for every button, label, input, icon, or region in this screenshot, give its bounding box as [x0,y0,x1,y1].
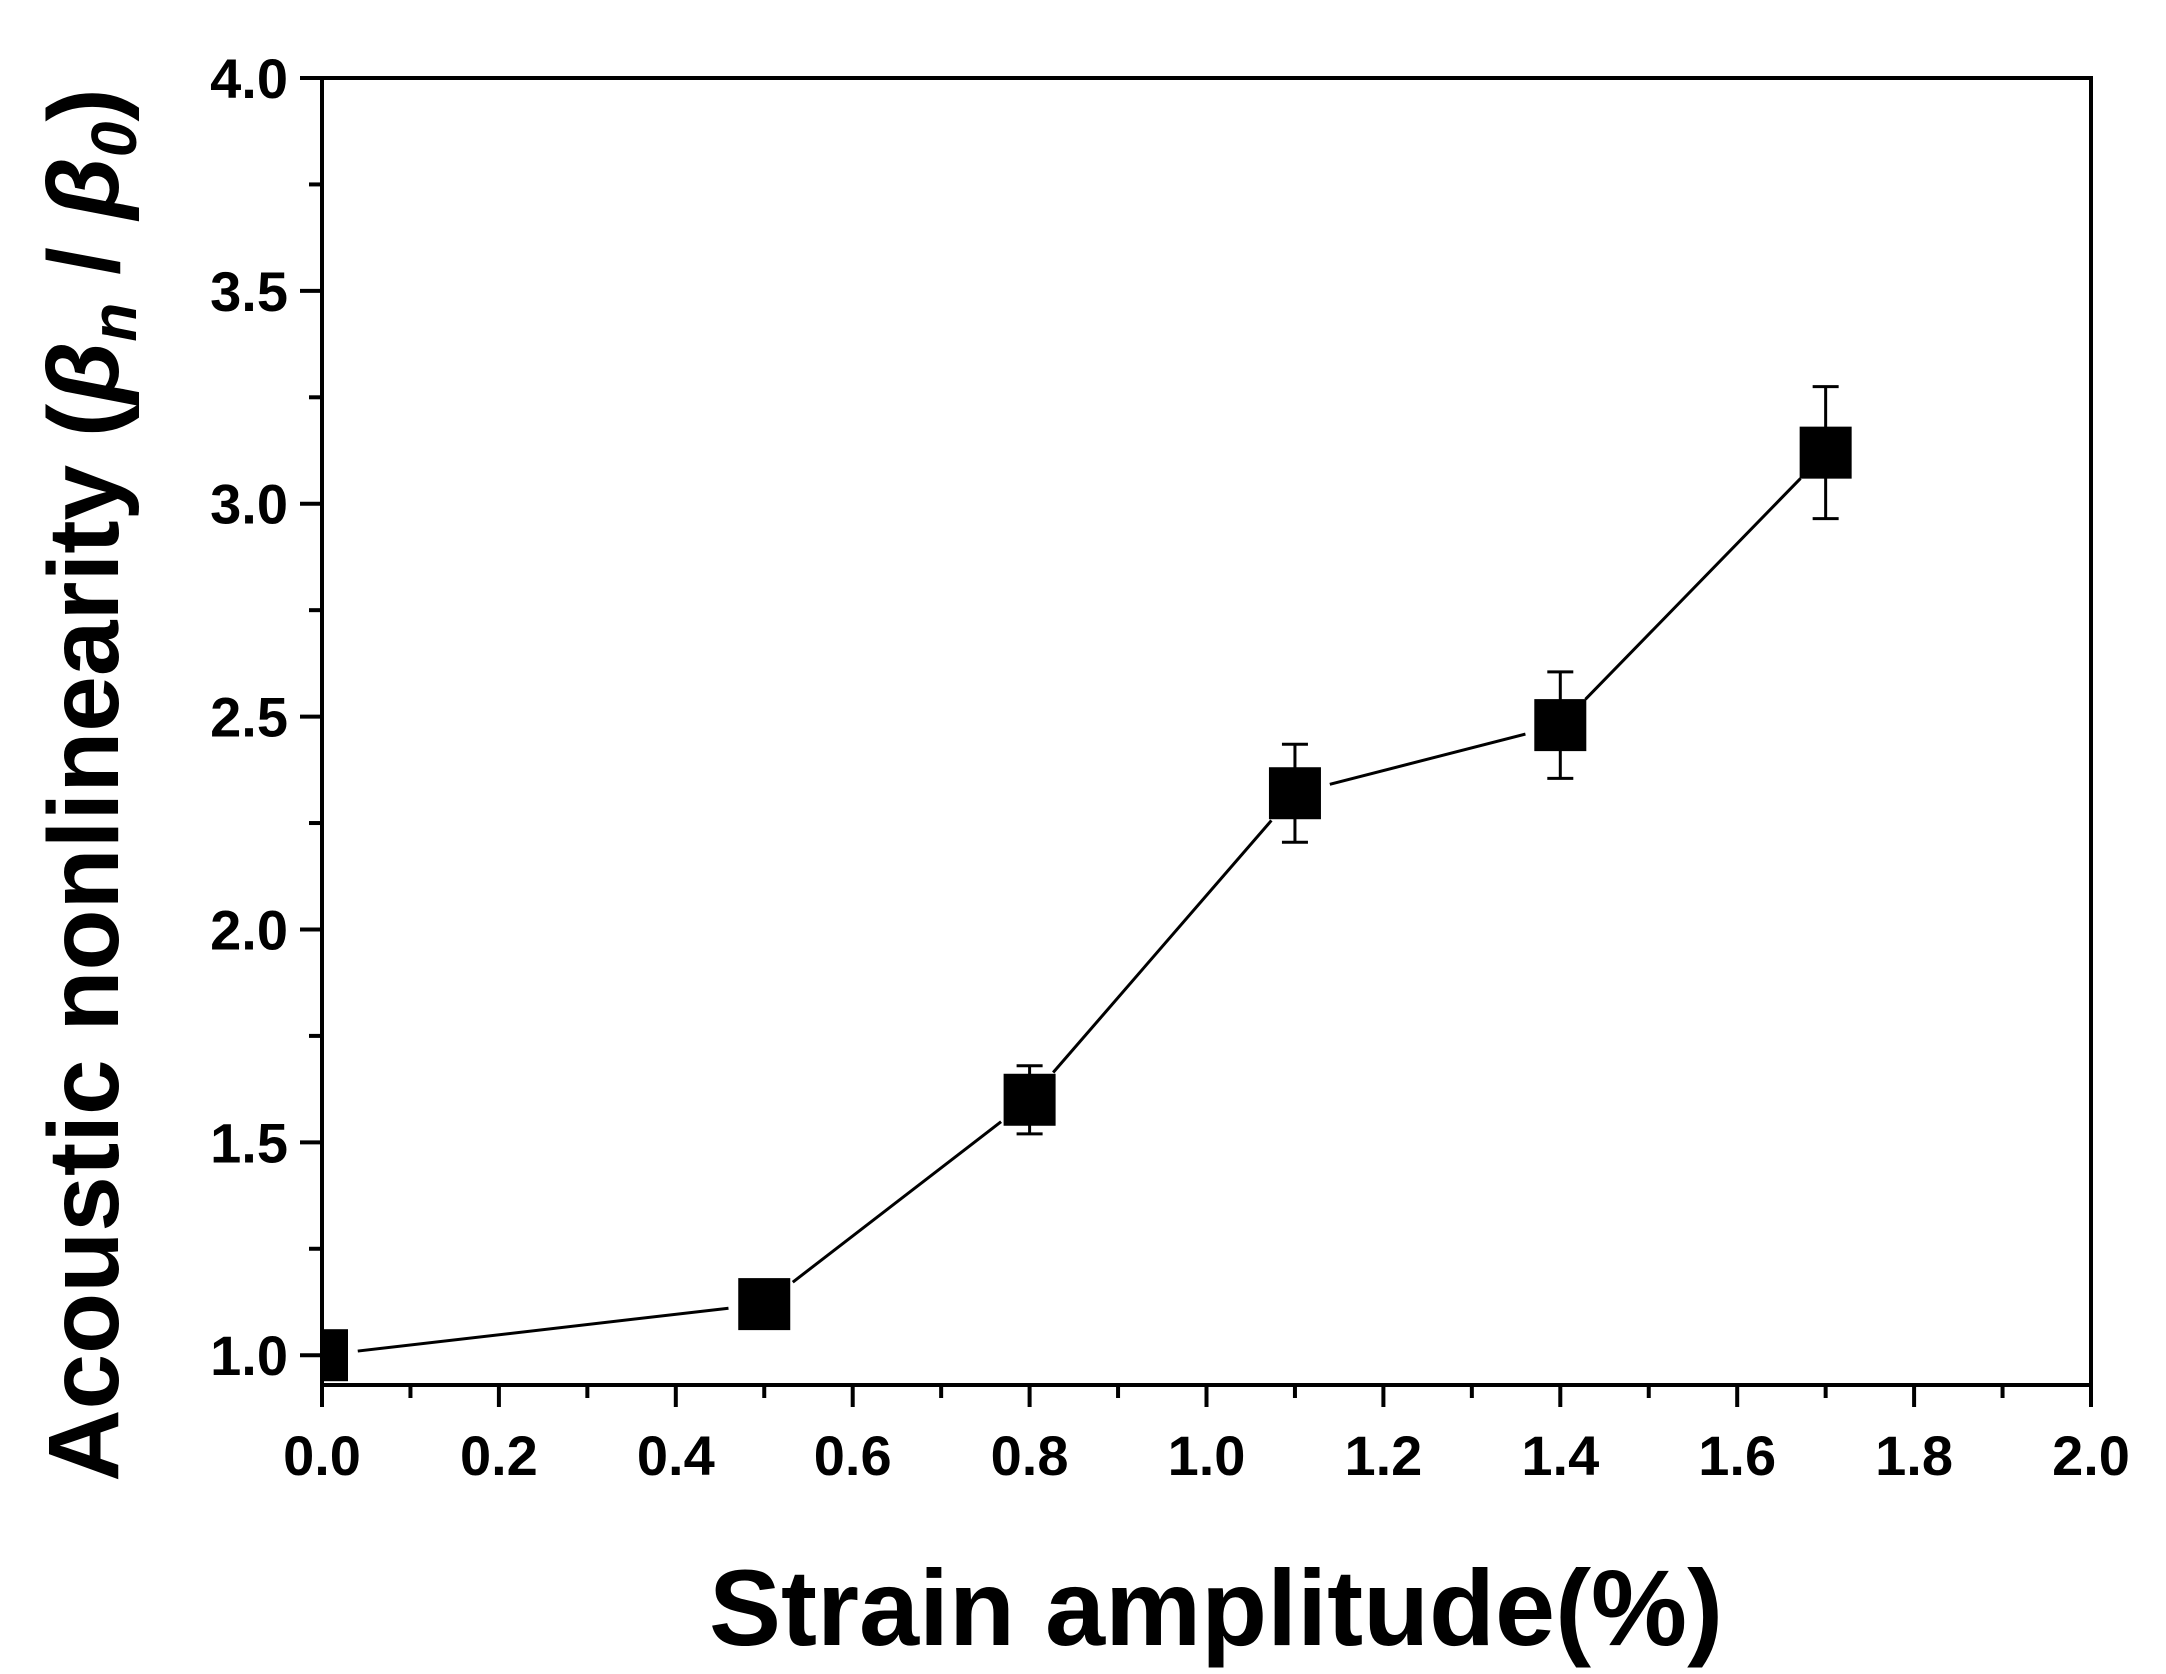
y-tick-label: 1.5 [210,1111,288,1174]
y-axis-title-slash: / [28,219,140,302]
series-line-segment [357,1306,729,1353]
x-tick-label: 1.2 [1344,1424,1422,1487]
data-point [1534,699,1587,752]
series-line-segment [1584,477,1802,701]
x-tick-label: 0.0 [283,1424,361,1487]
x-tick-label: 0.6 [814,1424,892,1487]
axis-layer: 0.0 0.2 0.4 0.6 0.8 1.0 1.2 1.4 1.6 1.8 2.0 1.0 1.5 2… [210,47,2130,1487]
y-tick-label: 2.5 [210,686,288,749]
data-point [1003,1073,1056,1126]
series-line-segment [1329,732,1526,786]
data-point [738,1278,791,1331]
y-axis-title-suffix: ) [28,88,140,121]
x-tick-label: 0.2 [460,1424,538,1487]
y-tick-label: 1.0 [210,1324,288,1387]
data-point [322,1329,348,1382]
y-tick-label: 3.0 [210,473,288,536]
plot-layer [322,385,1852,1382]
y-tick-label: 2.0 [210,898,288,961]
y-tick-label: 4.0 [210,47,288,110]
data-point [1799,426,1852,479]
series-line-segment [1052,819,1273,1074]
y-axis-title-sub-0: 0 [78,122,150,158]
x-tick-label: 1.0 [1168,1424,1246,1487]
y-axis-title: Acoustic nonlinearity (βn / β0) [28,88,150,1481]
y-tick-label: 3.5 [210,260,288,323]
y-axis-title-beta-0: β [28,157,140,222]
x-tick-label: 1.4 [1521,1424,1599,1487]
x-tick-label: 0.4 [637,1424,715,1487]
y-axis-title-sub-n: n [78,303,150,342]
y-axis-title-prefix: Acoustic nonlinearity ( [28,403,140,1482]
x-tick-label: 0.8 [991,1424,1069,1487]
x-tick-label: 1.6 [1698,1424,1776,1487]
y-axis-title-beta-n: β [28,342,140,407]
x-tick-label: 1.8 [1875,1424,1953,1487]
data-group [322,385,1852,1382]
series-line-segment [791,1120,1002,1284]
data-point [1268,767,1321,820]
x-axis-title: Strain amplitude(%) [709,1547,1723,1668]
plot-frame [320,76,2093,1387]
x-tick-label: 2.0 [2052,1424,2130,1487]
